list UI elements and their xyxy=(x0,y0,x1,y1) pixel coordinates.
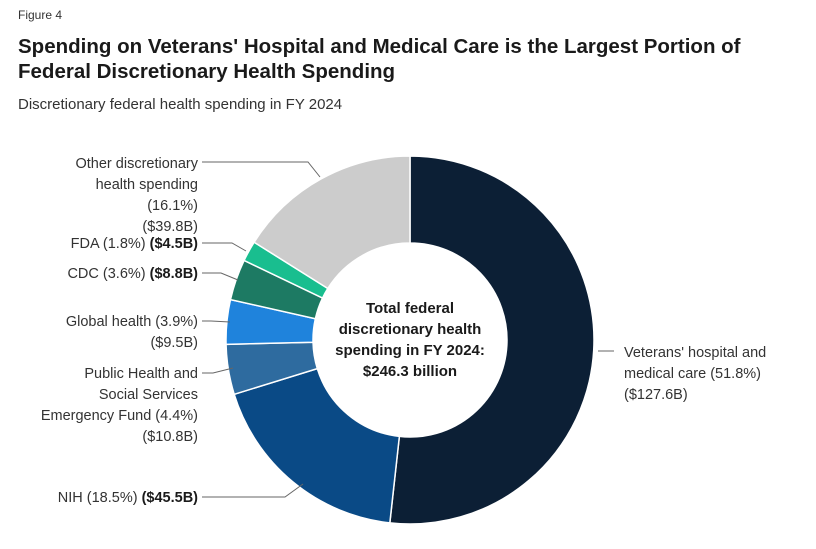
slice-value: ($9.5B) xyxy=(150,335,198,351)
label-public-health-and-social-services-emergency-fund: Public Health and Social Services Emergenc… xyxy=(41,366,234,445)
slice-label-text: Social Services xyxy=(99,387,198,403)
leader-line xyxy=(202,483,304,498)
leader-line xyxy=(202,272,239,281)
slice-value: ($45.5B) xyxy=(138,490,199,506)
slice-label-text: Public Health and xyxy=(84,366,198,382)
leader-line xyxy=(202,367,234,374)
slice-value: ($4.5B) xyxy=(146,236,199,252)
label-other-discretionary-health-spending: Other discretionary health spending (16.1%… xyxy=(76,156,321,235)
slice-label-text: Global health (3.9%) xyxy=(66,314,198,330)
center-label-line: $246.3 billion xyxy=(363,363,457,380)
slice-label-text: NIH (18.5%) ($45.5B) xyxy=(58,490,198,506)
label-fda: FDA (1.8%) ($4.5B) xyxy=(71,236,247,252)
figure-label: Figure 4 xyxy=(18,8,63,22)
center-label: Total federal discretionary health spendin… xyxy=(335,300,485,380)
slice-nih xyxy=(233,367,401,524)
leader-line xyxy=(202,320,231,323)
slice-value: ($8.8B) xyxy=(146,266,199,282)
label-global-health: Global health (3.9%) ($9.5B) xyxy=(66,314,231,351)
leader-line xyxy=(202,161,321,178)
slice-value: ($39.8B) xyxy=(142,219,198,235)
center-label-line: spending in FY 2024: xyxy=(335,342,485,359)
slice-value: ($127.6B) xyxy=(624,387,688,403)
label-nih: NIH (18.5%) ($45.5B) xyxy=(58,483,304,506)
label-veterans-hospital-and-medical-care: Veterans' hospital and medical care (51.8… xyxy=(598,345,766,403)
label-cdc: CDC (3.6%) ($8.8B) xyxy=(67,266,239,282)
slice-label-text: Emergency Fund (4.4%) xyxy=(41,408,198,424)
chart-subtitle: Discretionary federal health spending in… xyxy=(18,96,343,113)
slice-label-text: FDA (1.8%) ($4.5B) xyxy=(71,236,198,252)
center-label-line: Total federal xyxy=(366,300,454,317)
center-label-line: discretionary health xyxy=(339,321,482,338)
slice-label-text: health spending xyxy=(96,177,198,193)
slice-label-text: Other discretionary xyxy=(76,156,199,172)
slice-label-text: (16.1%) xyxy=(147,198,198,214)
slice-label-text: medical care (51.8%) xyxy=(624,366,761,382)
slice-label-text: Veterans' hospital and xyxy=(624,345,766,361)
slice-veterans-hospital-and-medical-care xyxy=(389,155,595,525)
slice-label-text: CDC (3.6%) ($8.8B) xyxy=(67,266,198,282)
slice-other-discretionary-health-spending xyxy=(253,155,411,290)
chart-title: Spending on Veterans' Hospital and Medic… xyxy=(18,35,741,83)
slice-value: ($10.8B) xyxy=(142,429,198,445)
leader-line xyxy=(202,242,247,252)
